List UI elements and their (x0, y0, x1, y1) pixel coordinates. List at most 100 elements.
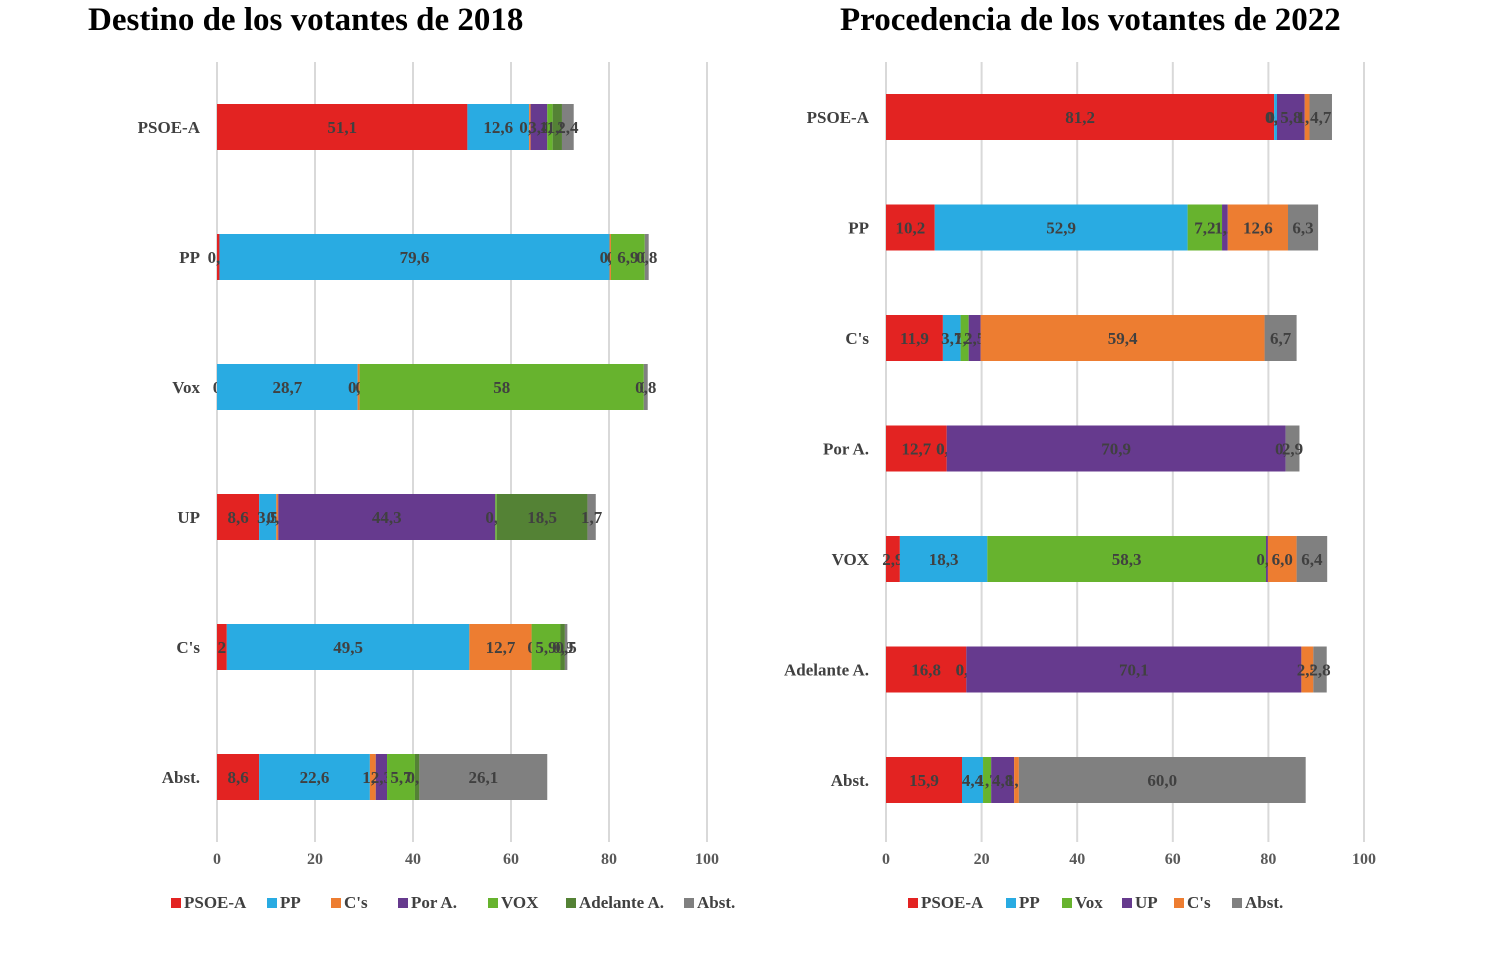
data-label: 6,0 (1272, 550, 1293, 569)
bar-segment-pp (934, 204, 1188, 251)
category-label: Vox (172, 378, 200, 397)
x-tick-label: 0 (213, 851, 221, 868)
bar-segment-por-a- (278, 494, 496, 540)
bar-segment-c-s (369, 754, 376, 800)
legend-label: PP (280, 893, 301, 912)
category-label: Por A. (823, 440, 869, 459)
data-label: 70,1 (1119, 661, 1149, 680)
data-label: 58,3 (1112, 550, 1142, 569)
data-label: 0,8 (635, 378, 656, 397)
x-tick-label: 80 (601, 851, 617, 868)
bar-segment-abst- (1264, 315, 1297, 361)
data-label: 6,4 (1301, 550, 1323, 569)
legend-swatch (398, 898, 408, 908)
category-label: PP (848, 219, 869, 238)
bar-segment-psoe-a (217, 754, 260, 800)
category-label: UP (177, 508, 200, 527)
bar-segment-pp (962, 757, 984, 803)
bar-segment-psoe-a (886, 757, 963, 803)
data-label: 3,5 (257, 508, 278, 527)
legend-swatch (1232, 898, 1242, 908)
bar-segment-abst- (1313, 646, 1327, 693)
x-tick-label: 40 (405, 851, 421, 868)
bar-segment-psoe-a (886, 425, 947, 472)
x-tick-label: 60 (1165, 851, 1181, 868)
bar-segment-abst- (561, 104, 574, 150)
x-tick-label: 60 (503, 851, 519, 868)
legend-label: Abst. (697, 893, 735, 912)
bar-segment-c-s (529, 104, 531, 150)
legend-swatch (267, 898, 277, 908)
legend-swatch (1062, 898, 1072, 908)
chart-title-right: Procedencia de los votantes de 2022 (840, 2, 1341, 38)
bar-segment-pp (259, 754, 370, 800)
category-label: C's (845, 329, 869, 348)
bar-segment-adelante-a- (552, 104, 562, 150)
data-label: 12,6 (1243, 219, 1273, 238)
data-label: 5,7 (390, 768, 412, 787)
data-label: 2,8 (1309, 661, 1330, 680)
data-label: 2,9 (1282, 440, 1303, 459)
bar-segment-psoe-a (886, 94, 1275, 140)
data-label: 3,7 (941, 329, 963, 348)
x-tick-label: 20 (307, 851, 323, 868)
legend-swatch (1174, 898, 1184, 908)
bar-segment-abst- (1287, 204, 1319, 251)
category-label: PSOE-A (807, 108, 870, 127)
data-label: 2,3 (371, 768, 392, 787)
data-label: 12,7 (486, 638, 516, 657)
bar-segment-pp (259, 494, 277, 540)
data-label: 49,5 (333, 638, 363, 657)
data-label: 15,9 (909, 771, 939, 790)
bar-segment-abst- (1309, 94, 1332, 140)
bar-segment-c-s (1301, 646, 1314, 693)
bar-segment-up (1266, 536, 1268, 582)
data-label: 7,2 (1194, 219, 1215, 238)
bar-segment-abst- (1285, 425, 1300, 472)
bar-segment-c-s (469, 624, 532, 670)
data-label: 52,9 (1046, 219, 1076, 238)
bar-segment-pp (1274, 94, 1278, 140)
legend-label: PSOE-A (184, 893, 247, 912)
data-label: 18,5 (527, 508, 557, 527)
x-tick-label: 100 (695, 851, 719, 868)
bar-segment-por-a- (530, 104, 548, 150)
x-tick-label: 0 (882, 851, 890, 868)
bar-segment-pp (226, 624, 470, 670)
data-label: 58 (493, 378, 510, 397)
x-tick-label: 100 (1352, 851, 1376, 868)
bar-segment-vox (359, 364, 644, 410)
data-label: 4,8 (992, 771, 1013, 790)
legend-label: PP (1019, 893, 1040, 912)
legend-swatch (684, 898, 694, 908)
bar-segment-vox (983, 757, 992, 803)
bar-segment-vox (531, 624, 561, 670)
bar-segment-c-s (357, 364, 360, 410)
data-label: 1,7 (581, 508, 603, 527)
data-label: 2,5 (1297, 661, 1318, 680)
bar-segment-psoe-a (217, 234, 220, 280)
data-label: 2,4 (557, 118, 579, 137)
data-label: 79,6 (400, 248, 430, 267)
data-label: 51,1 (327, 118, 357, 137)
bar-segment-psoe-a (217, 624, 227, 670)
data-label: 0,5 (556, 638, 577, 657)
data-label: 4,7 (1310, 108, 1332, 127)
bar-segment-pp (217, 364, 358, 410)
data-label: 8,6 (227, 768, 248, 787)
bar-segment-vox (1187, 204, 1223, 251)
bar-segment-c-s (1227, 204, 1288, 251)
data-label: 0,9 (552, 638, 573, 657)
data-label: 26,1 (468, 768, 498, 787)
bar-segment-up (1277, 94, 1305, 140)
category-label: Abst. (162, 768, 200, 787)
bar-segment-abst- (564, 624, 568, 670)
bar-segment-up (991, 757, 1015, 803)
legend-label: Abst. (1245, 893, 1283, 912)
data-label: 18,3 (929, 550, 959, 569)
bar-segment-psoe-a (886, 536, 900, 582)
category-label: VOX (832, 550, 870, 569)
bar-segment-vox (547, 104, 553, 150)
bar-segment-abst- (419, 754, 548, 800)
